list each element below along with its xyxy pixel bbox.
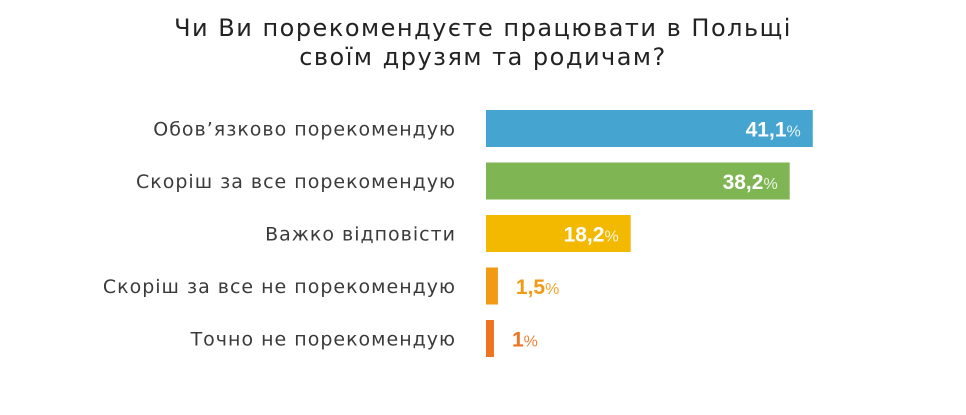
data-label: 1,5% xyxy=(516,276,559,299)
category-label: Скоріш за все порекомендую xyxy=(136,171,456,193)
bar xyxy=(486,162,790,200)
category-label: Важко відповісти xyxy=(265,224,456,246)
category-label: Обов’язково порекомендую xyxy=(153,119,456,141)
bar xyxy=(486,110,813,147)
data-label: 38,2% xyxy=(723,171,778,194)
chart-title-line-1: Чи Ви порекомендуєте працювати в Польщі xyxy=(174,14,792,42)
bar xyxy=(486,267,498,305)
bar xyxy=(486,215,631,252)
data-label: 41,1% xyxy=(746,119,801,142)
chart-title-line-2: своїм друзям та родичам? xyxy=(299,43,667,71)
chart-title: Чи Ви порекомендуєте працювати в Польщі … xyxy=(0,14,966,72)
data-label: 18,2% xyxy=(564,224,619,247)
data-label: 1% xyxy=(512,329,538,352)
category-label: Точно не порекомендую xyxy=(190,329,456,351)
bar xyxy=(486,320,494,357)
category-label: Скоріш за все не порекомендую xyxy=(103,276,456,298)
